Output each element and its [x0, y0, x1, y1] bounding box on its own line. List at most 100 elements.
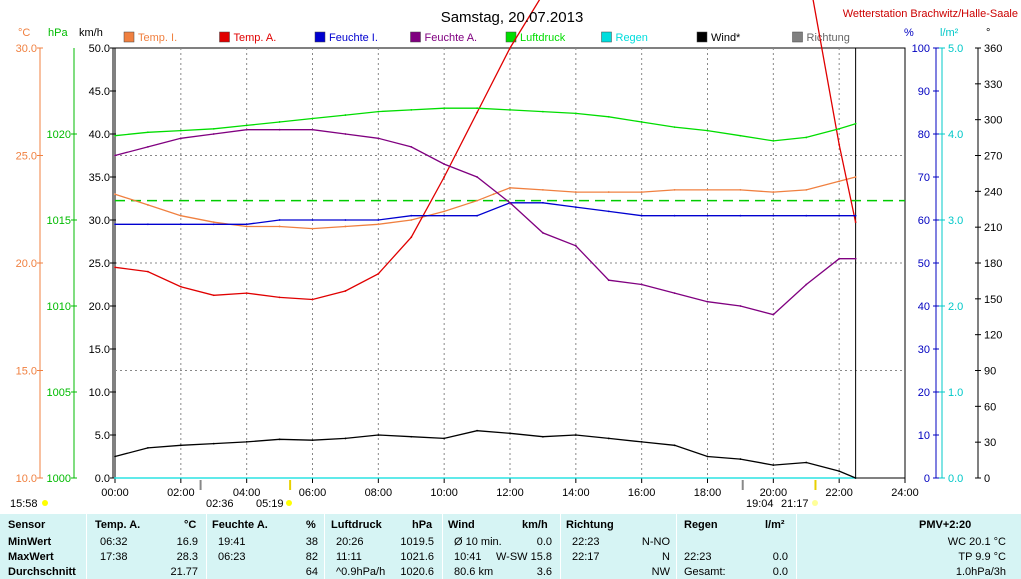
station-name: Wetterstation Brachwitz/Halle-Saale: [843, 8, 1018, 20]
hpa-axis-tick-label: 1010: [47, 301, 71, 313]
series-point: [179, 214, 182, 217]
series-point: [278, 219, 281, 221]
series-point: [772, 313, 775, 316]
series-point: [772, 214, 775, 217]
percent-axis-tick-label: 100: [912, 43, 930, 55]
series-point: [607, 279, 610, 282]
hpa-axis-tick-label: 1005: [47, 387, 71, 399]
hpa-axis-tick-label: 1000: [47, 473, 71, 485]
sun-dot: [42, 500, 48, 506]
series-point: [147, 270, 149, 273]
series-point: [179, 137, 182, 140]
stats-panel: [0, 514, 1021, 579]
time-tick-label: 16:00: [628, 487, 656, 499]
series-point: [344, 437, 347, 440]
series-point: [706, 300, 709, 303]
unit-deg: °: [986, 27, 990, 39]
series-point: [311, 128, 314, 131]
panel-separator: [442, 514, 443, 579]
legend-label: Temp. A.: [234, 32, 277, 44]
series-point: [574, 112, 577, 115]
celsius-axis-tick-label: 20.0: [16, 258, 37, 270]
kmh-axis-tick-label: 5.0: [95, 430, 110, 442]
series-line-7: [114, 430, 856, 479]
series-point: [114, 455, 116, 458]
chart-grid: [114, 47, 906, 479]
series-point: [509, 186, 511, 189]
series-point: [147, 223, 149, 226]
series-point: [443, 210, 446, 213]
series-point: [147, 447, 149, 449]
panel-separator: [86, 514, 87, 579]
stats-row-label: MinWert: [8, 536, 52, 548]
series-point: [854, 257, 857, 260]
series-point: [805, 214, 808, 217]
series-point: [772, 464, 775, 466]
kmh-axis-tick-label: 50.0: [89, 43, 110, 55]
series-point: [607, 191, 610, 193]
stats-press-time: 20:26: [336, 536, 364, 548]
series-point: [212, 294, 215, 297]
series-point: [245, 292, 248, 294]
stats-header-press: Luftdruck: [331, 519, 382, 531]
kmh-axis-tick-label: 40.0: [89, 129, 110, 141]
series-point: [179, 444, 182, 447]
series-point: [542, 435, 544, 438]
series-point: [377, 272, 380, 275]
deg-axis-tick-label: 210: [984, 222, 1002, 234]
unit-lm2: l/m²: [940, 27, 959, 39]
kmh-axis-tick-label: 35.0: [89, 172, 110, 184]
series-line-5: [114, 107, 856, 142]
stats-temp-value: 16.9: [176, 536, 198, 548]
celsius-axis-tick-label: 25.0: [16, 151, 37, 163]
legend-label: Richtung: [807, 32, 850, 44]
stats-press-time: 11:11: [336, 551, 362, 563]
deg-axis-tick-label: 300: [984, 115, 1002, 127]
time-tick-label: 04:00: [233, 487, 261, 499]
series-point: [147, 131, 149, 134]
stats-row-label: MaxWert: [8, 551, 54, 563]
deg-axis-tick-label: 120: [984, 330, 1002, 342]
lm2-axis-tick-label: 0.0: [948, 473, 963, 485]
percent-axis-tick-label: 0: [924, 473, 930, 485]
series-point: [179, 285, 182, 288]
stats-rain-value: 0.0: [772, 551, 788, 563]
series-point: [278, 296, 281, 299]
stats-hum-time: 19:41: [218, 536, 246, 548]
percent-axis-tick-label: 40: [918, 301, 930, 313]
series-point: [509, 432, 511, 435]
series-line-2: [114, 0, 857, 301]
stats-hum-value: 82: [305, 551, 318, 563]
series-point: [212, 127, 215, 130]
series-point: [410, 214, 413, 217]
stats-hum-value: 38: [305, 536, 318, 548]
stats-press-value: 1021.6: [400, 551, 434, 563]
legend-label: Luftdruck: [520, 32, 566, 44]
series-point: [410, 146, 413, 148]
series-point: [854, 176, 857, 178]
series-point: [673, 189, 676, 191]
lm2-axis-tick-label: 1.0: [948, 387, 963, 399]
series-point: [706, 214, 709, 217]
unit-percent: %: [904, 27, 914, 39]
kmh-axis-tick-label: 45.0: [89, 86, 110, 98]
series-point: [476, 176, 478, 178]
series-point: [542, 232, 544, 234]
chart-series: [114, 0, 905, 479]
deg-axis-tick-label: 360: [984, 43, 1002, 55]
series-point: [443, 214, 446, 217]
series-point: [410, 219, 413, 221]
stats-wind-value: 0.0: [536, 536, 552, 548]
stats-header-sensor: Sensor: [8, 519, 46, 531]
series-point: [278, 438, 281, 441]
celsius-axis-tick-label: 30.0: [16, 43, 37, 55]
series-point: [854, 221, 857, 224]
series-point: [179, 223, 182, 226]
sunset-dot: [812, 500, 818, 506]
series-point: [377, 137, 380, 140]
series-point: [574, 434, 577, 436]
series-point: [245, 223, 248, 226]
series-point: [311, 117, 314, 120]
deg-axis-tick-label: 60: [984, 401, 996, 413]
time-tick-label: 20:00: [760, 487, 788, 499]
